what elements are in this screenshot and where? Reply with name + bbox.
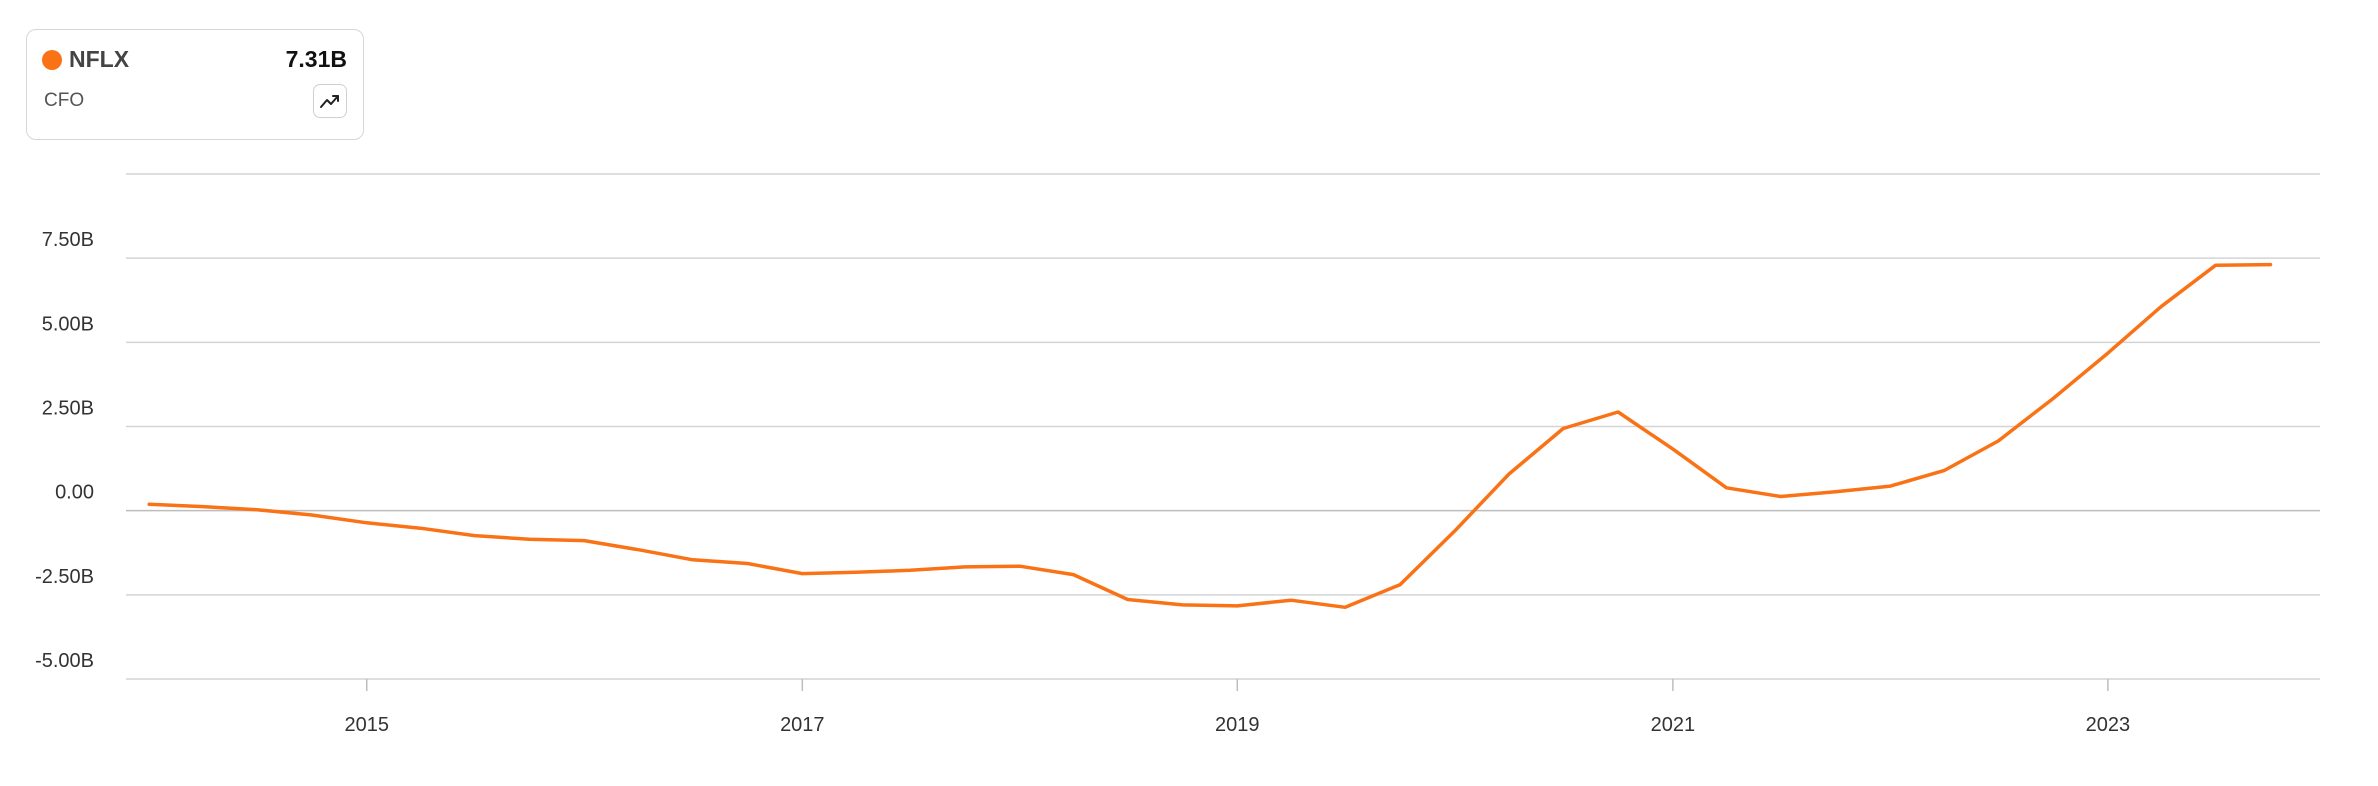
x-tick-label: 2021 xyxy=(1651,714,1696,736)
y-axis-ticks: 7.50B 5.00B 2.50B 0.00 -2.50B -5.00B xyxy=(35,229,94,672)
series-line xyxy=(147,262,2273,610)
trending-up-icon xyxy=(320,95,339,108)
legend-value: 7.31B xyxy=(285,46,347,72)
x-tick-label: 2023 xyxy=(2086,714,2131,736)
x-axis-ticks: 2015 2017 2019 2021 2023 xyxy=(344,679,2130,736)
y-tick-label: -2.50B xyxy=(35,566,94,588)
legend-metric: CFO xyxy=(44,90,85,111)
series-layer xyxy=(147,262,2273,610)
legend-card: NFLX 7.31B CFO xyxy=(26,29,364,140)
y-tick-label: 7.50B xyxy=(42,229,94,251)
legend-ticker: NFLX xyxy=(69,46,130,72)
x-tick-label: 2017 xyxy=(780,714,825,736)
series-color-dot xyxy=(42,50,62,70)
x-tick-label: 2015 xyxy=(344,714,389,736)
y-tick-label: 5.00B xyxy=(42,313,94,335)
y-tick-label: 0.00 xyxy=(55,482,94,504)
y-tick-label: -5.00B xyxy=(35,650,94,672)
grid-lines xyxy=(126,173,2320,680)
x-tick-label: 2019 xyxy=(1215,714,1260,736)
trend-toggle-button[interactable] xyxy=(313,84,347,118)
y-tick-label: 2.50B xyxy=(42,398,94,420)
